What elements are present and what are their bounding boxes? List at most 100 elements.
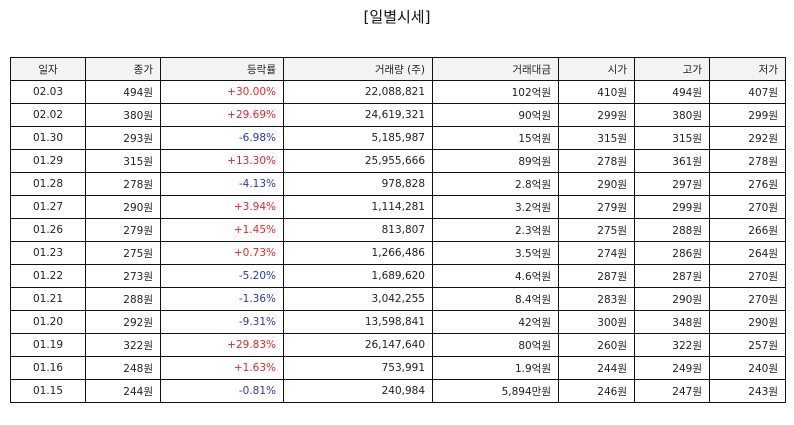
cell-volume: 1,266,486 <box>283 241 433 265</box>
cell-date: 01.26 <box>10 218 86 242</box>
cell-trade-amount: 5,894만원 <box>432 379 559 403</box>
cell-low: 264원 <box>709 241 786 265</box>
cell-open: 300원 <box>558 310 635 334</box>
daily-price-table: 일자 종가 등락률 거래량 (주) 거래대금 시가 고가 저가 02.03 494… <box>10 57 786 403</box>
cell-trade-amount: 2.3억원 <box>432 218 559 242</box>
cell-trade-amount: 2.8억원 <box>432 172 559 196</box>
table-row: 01.22 273원 -5.20% 1,689,620 4.6억원 287원 287원 270… <box>10 264 786 288</box>
cell-change-rate: -1.36% <box>160 287 284 311</box>
cell-low: 276원 <box>709 172 786 196</box>
cell-close: 244원 <box>85 379 161 403</box>
cell-volume: 5,185,987 <box>283 126 433 150</box>
cell-low: 292원 <box>709 126 786 150</box>
cell-open: 287원 <box>558 264 635 288</box>
cell-low: 240원 <box>709 356 786 380</box>
cell-close: 315원 <box>85 149 161 173</box>
cell-high: 249원 <box>634 356 710 380</box>
page-title: [일별시세] <box>363 8 431 26</box>
cell-open: 244원 <box>558 356 635 380</box>
header-trade-amount: 거래대금 <box>432 57 559 81</box>
cell-trade-amount: 3.2억원 <box>432 195 559 219</box>
cell-high: 286원 <box>634 241 710 265</box>
cell-date: 01.16 <box>10 356 86 380</box>
header-volume: 거래량 (주) <box>283 57 433 81</box>
cell-change-rate: +29.83% <box>160 333 284 357</box>
table-row: 01.30 293원 -6.98% 5,185,987 15억원 315원 315원 292원 <box>10 126 786 150</box>
table-row: 02.03 494원 +30.00% 22,088,821 102억원 410원 494원 4… <box>10 80 786 104</box>
cell-trade-amount: 90억원 <box>432 103 559 127</box>
cell-high: 361원 <box>634 149 710 173</box>
header-high: 고가 <box>634 57 710 81</box>
cell-date: 01.29 <box>10 149 86 173</box>
cell-low: 257원 <box>709 333 786 357</box>
header-change-rate: 등락률 <box>160 57 284 81</box>
cell-high: 494원 <box>634 80 710 104</box>
table-row: 01.27 290원 +3.94% 1,114,281 3.2억원 279원 299원 270… <box>10 195 786 219</box>
cell-volume: 753,991 <box>283 356 433 380</box>
cell-date: 02.02 <box>10 103 86 127</box>
table-row: 01.26 279원 +1.45% 813,807 2.3억원 275원 288원 266원 <box>10 218 786 242</box>
cell-change-rate: +13.30% <box>160 149 284 173</box>
cell-open: 279원 <box>558 195 635 219</box>
cell-volume: 978,828 <box>283 172 433 196</box>
cell-low: 290원 <box>709 310 786 334</box>
table-header-row: 일자 종가 등락률 거래량 (주) 거래대금 시가 고가 저가 <box>10 57 786 81</box>
cell-high: 287원 <box>634 264 710 288</box>
header-close: 종가 <box>85 57 161 81</box>
cell-high: 288원 <box>634 218 710 242</box>
cell-close: 275원 <box>85 241 161 265</box>
cell-high: 299원 <box>634 195 710 219</box>
cell-open: 290원 <box>558 172 635 196</box>
cell-date: 01.28 <box>10 172 86 196</box>
cell-volume: 240,984 <box>283 379 433 403</box>
cell-date: 01.15 <box>10 379 86 403</box>
cell-trade-amount: 3.5억원 <box>432 241 559 265</box>
cell-date: 01.19 <box>10 333 86 357</box>
cell-change-rate: +1.63% <box>160 356 284 380</box>
cell-close: 279원 <box>85 218 161 242</box>
cell-low: 270원 <box>709 287 786 311</box>
cell-volume: 26,147,640 <box>283 333 433 357</box>
table-row: 01.16 248원 +1.63% 753,991 1.9억원 244원 249원 240원 <box>10 356 786 380</box>
cell-date: 01.27 <box>10 195 86 219</box>
cell-low: 270원 <box>709 264 786 288</box>
cell-volume: 25,955,666 <box>283 149 433 173</box>
cell-trade-amount: 89억원 <box>432 149 559 173</box>
cell-change-rate: -4.13% <box>160 172 284 196</box>
cell-close: 288원 <box>85 287 161 311</box>
cell-trade-amount: 15억원 <box>432 126 559 150</box>
cell-high: 315원 <box>634 126 710 150</box>
cell-open: 275원 <box>558 218 635 242</box>
table-row: 01.20 292원 -9.31% 13,598,841 42억원 300원 348원 290… <box>10 310 786 334</box>
table-row: 01.19 322원 +29.83% 26,147,640 80억원 260원 322원 25… <box>10 333 786 357</box>
cell-close: 380원 <box>85 103 161 127</box>
cell-date: 01.20 <box>10 310 86 334</box>
cell-close: 248원 <box>85 356 161 380</box>
cell-trade-amount: 4.6억원 <box>432 264 559 288</box>
cell-high: 322원 <box>634 333 710 357</box>
cell-low: 299원 <box>709 103 786 127</box>
cell-trade-amount: 80억원 <box>432 333 559 357</box>
cell-date: 02.03 <box>10 80 86 104</box>
cell-close: 494원 <box>85 80 161 104</box>
table-row: 01.15 244원 -0.81% 240,984 5,894만원 246원 247원 243… <box>10 379 786 403</box>
cell-change-rate: -9.31% <box>160 310 284 334</box>
cell-close: 293원 <box>85 126 161 150</box>
cell-low: 278원 <box>709 149 786 173</box>
cell-change-rate: +0.73% <box>160 241 284 265</box>
cell-date: 01.22 <box>10 264 86 288</box>
cell-volume: 813,807 <box>283 218 433 242</box>
cell-low: 407원 <box>709 80 786 104</box>
table-row: 01.23 275원 +0.73% 1,266,486 3.5억원 274원 286원 264… <box>10 241 786 265</box>
cell-trade-amount: 42억원 <box>432 310 559 334</box>
cell-volume: 13,598,841 <box>283 310 433 334</box>
cell-change-rate: -0.81% <box>160 379 284 403</box>
table-row: 01.29 315원 +13.30% 25,955,666 89억원 278원 361원 27… <box>10 149 786 173</box>
table-row: 01.28 278원 -4.13% 978,828 2.8억원 290원 297원 276원 <box>10 172 786 196</box>
cell-volume: 24,619,321 <box>283 103 433 127</box>
cell-low: 243원 <box>709 379 786 403</box>
cell-date: 01.30 <box>10 126 86 150</box>
cell-high: 348원 <box>634 310 710 334</box>
header-low: 저가 <box>709 57 786 81</box>
cell-date: 01.23 <box>10 241 86 265</box>
